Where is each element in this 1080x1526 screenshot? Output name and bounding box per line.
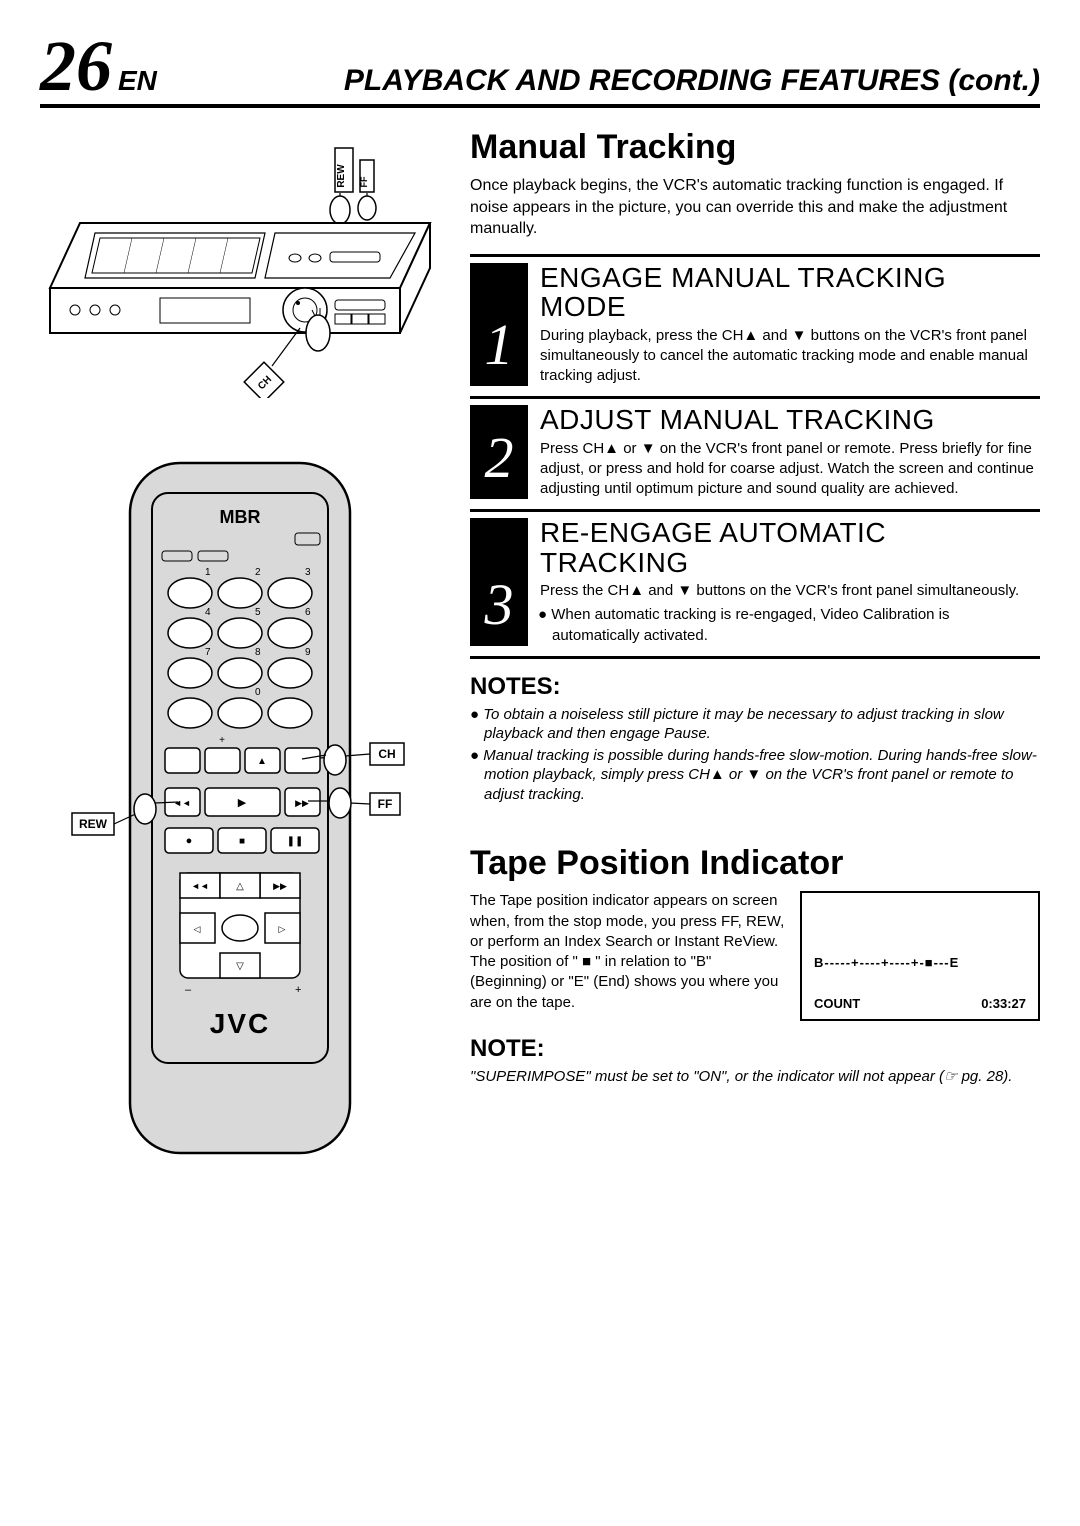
svg-text:MBR: MBR: [220, 507, 261, 527]
svg-text:8: 8: [255, 647, 261, 658]
main-content: REW FF: [40, 128, 1040, 1178]
svg-text:▷: ▷: [279, 924, 286, 934]
step-number: 2: [470, 405, 528, 499]
tape-indicator-section: Tape Position Indicator The Tape positio…: [470, 844, 1040, 1087]
svg-text:▽: ▽: [236, 961, 244, 972]
count-value: 0:33:27: [981, 996, 1026, 1011]
svg-text:4: 4: [205, 607, 211, 618]
svg-text:△: △: [236, 881, 244, 892]
svg-text:▶: ▶: [238, 797, 247, 809]
svg-text:◄◄: ◄◄: [173, 798, 191, 808]
svg-text:◄◄: ◄◄: [191, 881, 209, 891]
step-2: 2 ADJUST MANUAL TRACKING Press CH▲ or ▼ …: [470, 396, 1040, 499]
page-header: 26 EN PLAYBACK AND RECORDING FEATURES (c…: [40, 30, 1040, 108]
lang-label: EN: [118, 65, 157, 97]
right-column: Manual Tracking Once playback begins, th…: [470, 128, 1040, 1178]
svg-text:◁: ◁: [194, 924, 201, 934]
vcr-diagram: REW FF: [40, 138, 440, 403]
manual-tracking-title: Manual Tracking: [470, 128, 1040, 167]
step-title: RE-ENGAGE AUTOMATIC TRACKING: [540, 518, 1040, 577]
left-column: REW FF: [40, 128, 440, 1178]
after-steps-rule: [470, 656, 1040, 659]
tape-indicator-title: Tape Position Indicator: [470, 844, 1040, 883]
page-number: 26: [40, 30, 112, 102]
step-title: ENGAGE MANUAL TRACKING MODE: [540, 263, 1040, 322]
svg-text:▶▶: ▶▶: [273, 881, 287, 891]
svg-text:–: –: [185, 984, 192, 996]
tape-indicator-body: The Tape position indicator appears on s…: [470, 891, 786, 1013]
manual-tracking-intro: Once playback begins, the VCR's automati…: [470, 175, 1040, 240]
note-item: To obtain a noiseless still picture it m…: [470, 705, 1040, 744]
svg-text:5: 5: [255, 607, 261, 618]
svg-text:■: ■: [239, 836, 245, 847]
step-body: During playback, press the CH▲ and ▼ but…: [540, 326, 1040, 387]
step-3: 3 RE-ENGAGE AUTOMATIC TRACKING Press the…: [470, 509, 1040, 646]
svg-text:6: 6: [305, 607, 311, 618]
svg-text:9: 9: [305, 647, 311, 658]
tape-display: B-----+----+----+-■---E COUNT 0:33:27: [800, 891, 1040, 1021]
svg-text:+: +: [295, 984, 301, 996]
notes-heading: NOTES:: [470, 673, 1040, 701]
svg-text:7: 7: [205, 647, 211, 658]
svg-text:●: ●: [186, 835, 193, 847]
step-number: 1: [470, 263, 528, 387]
svg-text:▶▶: ▶▶: [295, 798, 309, 808]
svg-text:2: 2: [255, 567, 261, 578]
svg-text:JVC: JVC: [210, 1008, 270, 1039]
note2-heading: NOTE:: [470, 1035, 1040, 1063]
header-title: PLAYBACK AND RECORDING FEATURES (cont.): [157, 64, 1040, 98]
tape-bar: B-----+----+----+-■---E: [814, 955, 1026, 970]
svg-text:0: 0: [255, 687, 261, 698]
step-bullet: When automatic tracking is re-engaged, V…: [540, 605, 1040, 646]
svg-text:FF: FF: [359, 176, 369, 187]
remote-diagram: MBR 1 2 3 4 5 6 7 8 9 0: [40, 453, 440, 1178]
note2-body: "SUPERIMPOSE" must be set to "ON", or th…: [470, 1067, 1040, 1087]
count-label: COUNT: [814, 996, 860, 1011]
step-title: ADJUST MANUAL TRACKING: [540, 405, 1040, 434]
svg-text:+: +: [219, 735, 225, 746]
step-body: Press CH▲ or ▼ on the VCR's front panel …: [540, 439, 1040, 500]
svg-text:3: 3: [305, 567, 311, 578]
svg-text:1: 1: [205, 567, 211, 578]
svg-text:CH: CH: [378, 747, 395, 761]
note-item: Manual tracking is possible during hands…: [470, 746, 1040, 805]
remote-svg: MBR 1 2 3 4 5 6 7 8 9 0: [40, 453, 440, 1173]
svg-text:FF: FF: [378, 797, 393, 811]
svg-text:▲: ▲: [257, 756, 267, 767]
svg-text:REW: REW: [336, 164, 347, 188]
svg-text:❚❚: ❚❚: [287, 836, 304, 847]
step-1: 1 ENGAGE MANUAL TRACKING MODE During pla…: [470, 254, 1040, 387]
svg-text:REW: REW: [79, 817, 108, 831]
step-number: 3: [470, 518, 528, 646]
vcr-svg: REW FF: [40, 138, 440, 398]
step-body: Press the CH▲ and ▼ buttons on the VCR's…: [540, 581, 1040, 601]
